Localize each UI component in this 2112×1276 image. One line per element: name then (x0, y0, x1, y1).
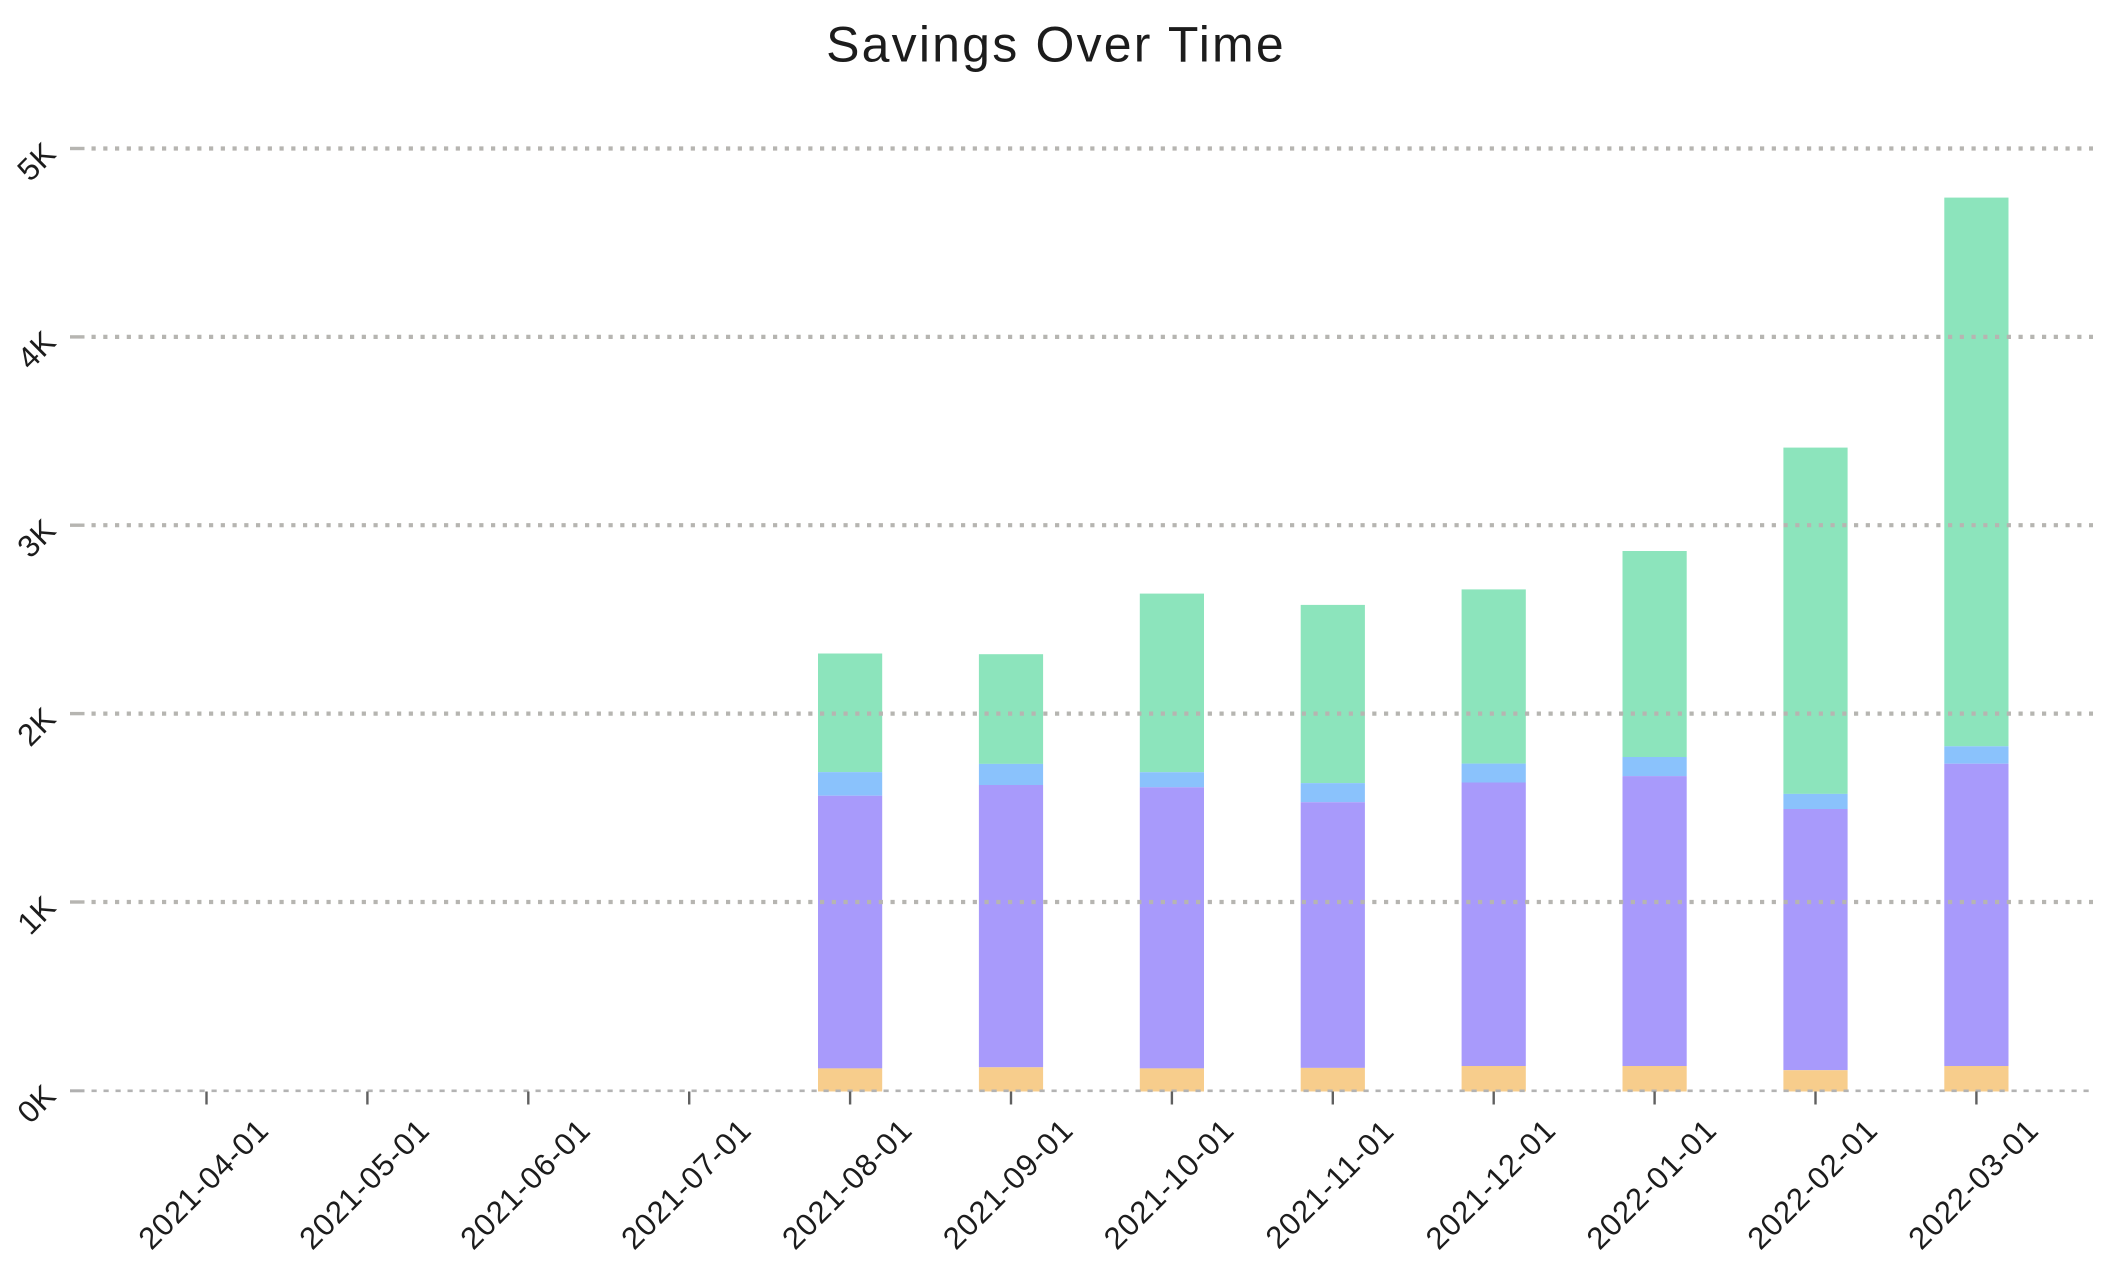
svg-text:Savings Over Time: Savings Over Time (826, 17, 1286, 73)
